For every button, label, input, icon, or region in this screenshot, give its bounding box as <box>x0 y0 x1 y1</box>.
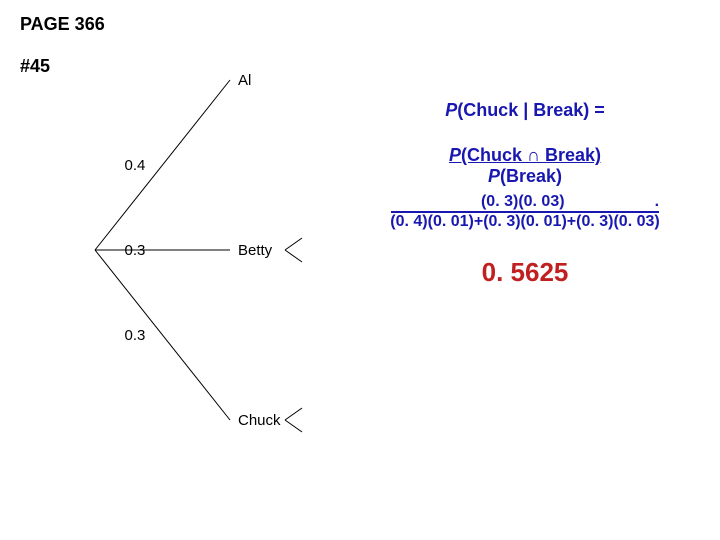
branch-prob: 0.3 <box>125 242 146 259</box>
formula-num-text: (Chuck ∩ Break) <box>461 145 601 165</box>
formula-den-text: (Break) <box>500 166 562 186</box>
formula-area: P(Chuck | Break) = P(Chuck ∩ Break) P(Br… <box>335 100 715 288</box>
p-var: P <box>449 145 461 165</box>
p-var: P <box>445 100 457 120</box>
page-title: PAGE 366 <box>20 14 105 35</box>
p-var: P <box>488 166 500 186</box>
branch-prob: 0.3 <box>125 327 146 344</box>
formula-lhs-text: (Chuck | Break) = <box>457 100 605 120</box>
calc-denominator: (0. 4)(0. 01)+(0. 3)(0. 01)+(0. 3)(0. 03… <box>335 213 715 231</box>
formula-calc-fraction: (0. 3)(0. 03). (0. 4)(0. 01)+(0. 3)(0. 0… <box>335 193 715 231</box>
answer-value: 0. 5625 <box>335 257 715 288</box>
calc-numerator: (0. 3)(0. 03) <box>481 193 565 210</box>
formula-denominator-symbolic: P(Break) <box>335 166 715 187</box>
problem-number: #45 <box>20 56 50 77</box>
formula-numerator-symbolic: P(Chuck ∩ Break) <box>335 145 715 166</box>
branch-label: Betty <box>238 242 272 259</box>
trailing-period: . <box>655 193 659 210</box>
branch-label: Chuck <box>238 412 281 429</box>
tree-diagram <box>80 50 340 510</box>
branch-prob: 0.4 <box>125 157 146 174</box>
branch-label: Al <box>238 72 251 89</box>
formula-lhs: P(Chuck | Break) = <box>335 100 715 121</box>
